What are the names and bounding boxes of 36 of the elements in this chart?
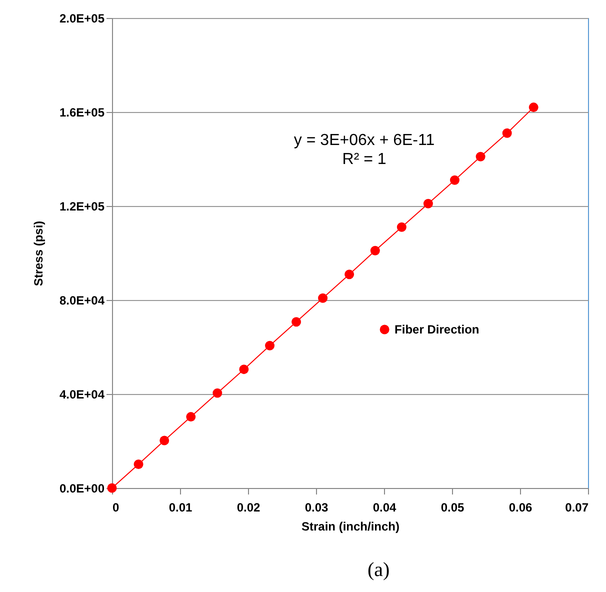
annotation: y = 3E+06x + 6E-11	[294, 132, 435, 150]
x-tick-label: 0.03	[304, 500, 328, 514]
x-tick-label: 0.04	[372, 500, 396, 514]
point	[528, 102, 538, 112]
point	[212, 388, 222, 398]
y-tick-label: 2.0E+05	[59, 12, 105, 26]
x-tick-label: 0.02	[236, 500, 260, 514]
point	[502, 128, 512, 138]
point	[344, 270, 354, 280]
x-axis-title: Strain (inch/inch)	[301, 520, 400, 534]
point	[396, 222, 406, 232]
point	[318, 293, 328, 303]
y-tick-label: 1.6E+05	[59, 106, 105, 120]
point	[292, 317, 302, 327]
x-tick-label: 0.06	[508, 500, 532, 514]
point	[186, 412, 196, 422]
point	[134, 460, 144, 469]
legend-label: Fiber Direction	[394, 322, 480, 336]
y-tick-label: 1.2E+05	[59, 200, 105, 214]
x-tick-label: 0.05	[440, 500, 464, 514]
point	[160, 436, 170, 446]
x-tick-label: 0.07	[565, 500, 589, 514]
y-tick-label: 4.0E+04	[59, 388, 105, 402]
y-axis-title: Stress (psi)	[31, 220, 46, 286]
point	[476, 152, 486, 162]
annotation: R² = 1	[342, 151, 386, 168]
point	[265, 340, 275, 350]
x-tick-label: 0.01	[168, 500, 192, 514]
y-tick-label: 8.0E+04	[59, 294, 105, 308]
point	[370, 246, 380, 256]
point	[423, 198, 433, 208]
x-tick-label: 0	[112, 500, 120, 514]
point	[450, 175, 460, 185]
text: (a)	[367, 559, 390, 581]
y-tick-label: 0.0E+00	[59, 482, 105, 496]
point	[239, 364, 249, 374]
